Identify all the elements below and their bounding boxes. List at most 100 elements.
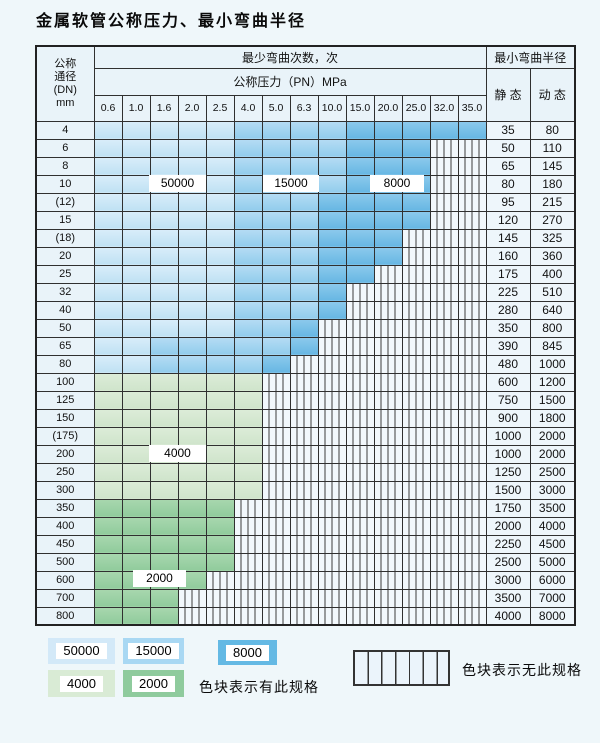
static-radius-cell: 2250: [485, 534, 531, 554]
dynamic-radius-cell: 360: [529, 246, 576, 266]
no-spec-cell: [429, 228, 459, 248]
no-spec-cell: [457, 228, 487, 248]
pressure-bend-table: 公称 通径 (DN) mm 最少弯曲次数，次 最小弯曲半径 公称压力（PN）MP…: [35, 45, 576, 626]
spec-cell: [429, 120, 459, 140]
table-row: 150 900 1800: [35, 408, 576, 428]
dn-cell: 32: [35, 282, 95, 302]
no-spec-cell: [373, 516, 403, 536]
spec-cell: [373, 228, 403, 248]
no-spec-cell: [233, 570, 263, 590]
no-spec-cell: [429, 192, 459, 212]
spec-cell: [205, 426, 235, 446]
no-spec-cell: [289, 516, 319, 536]
spec-cell: [93, 426, 123, 446]
no-spec-cell: [401, 570, 431, 590]
spec-cell: [345, 228, 375, 248]
spec-cell: [261, 246, 291, 266]
dynamic-radius-cell: 180: [529, 174, 576, 194]
no-spec-cell: [317, 462, 347, 482]
spec-cell: [177, 228, 207, 248]
dn-cell: 125: [35, 390, 95, 410]
spec-cell: [233, 336, 263, 356]
no-spec-cell: [429, 444, 459, 464]
no-spec-cell: [373, 372, 403, 392]
dynamic-radius-cell: 270: [529, 210, 576, 230]
static-radius-cell: 35: [485, 120, 531, 140]
spec-cell: [261, 354, 291, 374]
spec-cell: [121, 372, 151, 392]
no-spec-cell: [401, 444, 431, 464]
spec-cell: [177, 354, 207, 374]
spec-cell: [93, 138, 123, 158]
no-spec-cell: [317, 534, 347, 554]
no-spec-cell: [289, 534, 319, 554]
no-spec-cell: [457, 156, 487, 176]
no-spec-cell: [345, 354, 375, 374]
spec-cell: [93, 156, 123, 176]
no-spec-cell: [457, 516, 487, 536]
spec-cell: [289, 228, 319, 248]
no-spec-cell: [429, 462, 459, 482]
table-row: 4 35 80: [35, 120, 576, 140]
no-spec-cell: [317, 444, 347, 464]
spec-cell: [205, 300, 235, 320]
spec-cell: [93, 264, 123, 284]
spec-cell: [373, 192, 403, 212]
spec-cell: [121, 498, 151, 518]
dynamic-header: 动 态: [529, 67, 576, 122]
no-spec-cell: [429, 336, 459, 356]
no-spec-cell: [261, 516, 291, 536]
no-spec-cell: [345, 498, 375, 518]
static-radius-cell: 480: [485, 354, 531, 374]
no-spec-cell: [345, 318, 375, 338]
spec-cell: [149, 120, 179, 140]
no-spec-cell: [345, 372, 375, 392]
spec-cell: [177, 156, 207, 176]
no-spec-cell: [373, 354, 403, 374]
spec-cell: [401, 210, 431, 230]
spec-cell: [205, 336, 235, 356]
dn-cell: 15: [35, 210, 95, 230]
dn-cell: (18): [35, 228, 95, 248]
spec-cell: [177, 498, 207, 518]
dynamic-radius-cell: 510: [529, 282, 576, 302]
no-spec-cell: [401, 228, 431, 248]
spec-cell: [93, 246, 123, 266]
no-spec-cell: [233, 516, 263, 536]
dn-cell: 6: [35, 138, 95, 158]
table-row: 80 480 1000: [35, 354, 576, 374]
spec-cell: [93, 336, 123, 356]
dn-cell: 40: [35, 300, 95, 320]
spec-cell: [93, 516, 123, 536]
no-spec-cell: [373, 588, 403, 608]
pn-column-header: 1.0: [121, 94, 151, 122]
spec-cell: [93, 570, 123, 590]
corner-line: 公称: [54, 57, 77, 70]
table-row: 700 3500 7000: [35, 588, 576, 608]
no-spec-cell: [457, 480, 487, 500]
table-row: 100 600 1200: [35, 372, 576, 392]
no-spec-cell: [345, 426, 375, 446]
spec-cell: [177, 516, 207, 536]
legend-swatch-2000: 2000: [123, 670, 184, 697]
pn-column-header: 5.0: [261, 94, 291, 122]
page-title: 金属软管公称压力、最小弯曲半径: [36, 13, 307, 30]
spec-cell: [177, 426, 207, 446]
spec-cell: [149, 228, 179, 248]
no-spec-cell: [317, 390, 347, 410]
no-spec-cell: [429, 480, 459, 500]
spec-cell: [205, 192, 235, 212]
no-spec-cell: [289, 570, 319, 590]
spec-cell: [121, 606, 151, 626]
no-spec-cell: [261, 498, 291, 518]
no-spec-cell: [457, 444, 487, 464]
static-radius-cell: 1750: [485, 498, 531, 518]
spec-cell: [93, 480, 123, 500]
spec-cell: [233, 264, 263, 284]
corner-line: 通径: [54, 70, 77, 83]
static-radius-cell: 280: [485, 300, 531, 320]
spec-cell: [177, 552, 207, 572]
legend-swatch-4000: 4000: [48, 670, 115, 697]
spec-cell: [121, 462, 151, 482]
spec-cell: [149, 264, 179, 284]
